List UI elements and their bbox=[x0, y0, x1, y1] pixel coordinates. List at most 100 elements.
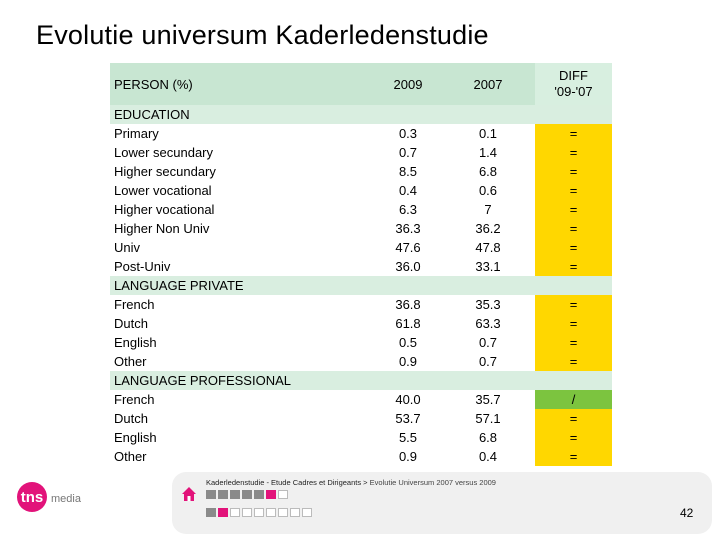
table-row: Higher vocational 6.3 7 = bbox=[110, 200, 612, 219]
home-icon[interactable] bbox=[181, 486, 197, 507]
row-label: Higher Non Univ bbox=[114, 221, 210, 236]
diff-indicator: = bbox=[535, 333, 612, 352]
value-2009: 47.6 bbox=[395, 240, 421, 255]
logo-suffix: media bbox=[51, 493, 82, 505]
header-label: PERSON (%) bbox=[114, 76, 193, 92]
table-row: Lower secundary 0.7 1.4 = bbox=[110, 143, 612, 162]
diff-indicator: = bbox=[535, 124, 612, 143]
header-diff-line2: '09-'07 bbox=[554, 84, 593, 99]
diff-indicator bbox=[535, 371, 612, 390]
nav-square[interactable] bbox=[206, 490, 216, 499]
value-2009: 36.8 bbox=[395, 297, 421, 312]
diff-indicator: / bbox=[535, 390, 612, 409]
breadcrumb: Kaderledenstudie - Etude Cadres et Dirig… bbox=[206, 478, 496, 487]
nav-square[interactable] bbox=[266, 508, 276, 517]
nav-square[interactable] bbox=[254, 508, 264, 517]
value-2007: 35.3 bbox=[475, 297, 501, 312]
nav-square[interactable] bbox=[206, 508, 216, 517]
table-row: Other 0.9 0.7 = bbox=[110, 352, 612, 371]
nav-square[interactable] bbox=[242, 508, 252, 517]
table-row: Dutch 53.7 57.1 = bbox=[110, 409, 612, 428]
section-row: LANGUAGE PROFESSIONAL bbox=[110, 371, 612, 390]
row-label: Other bbox=[114, 449, 147, 464]
table-body: EDUCATION Primary 0.3 0.1 = Lower secundary 0.… bbox=[110, 105, 612, 466]
nav-square[interactable] bbox=[278, 508, 288, 517]
table-row: Higher secundary 8.5 6.8 = bbox=[110, 162, 612, 181]
nav-square[interactable] bbox=[242, 490, 252, 499]
value-2009: 0.9 bbox=[398, 449, 418, 464]
table-row: Primary 0.3 0.1 = bbox=[110, 124, 612, 143]
value-2007: 6.8 bbox=[478, 430, 498, 445]
table-row: Dutch 61.8 63.3 = bbox=[110, 314, 612, 333]
value-2009: 0.7 bbox=[398, 145, 418, 160]
nav-square[interactable] bbox=[218, 490, 228, 499]
section-row: LANGUAGE PRIVATE bbox=[110, 276, 612, 295]
value-2009: 36.3 bbox=[395, 221, 421, 236]
row-label: English bbox=[114, 430, 157, 445]
header-2007: 2007 bbox=[473, 76, 503, 92]
breadcrumb-separator: > bbox=[361, 478, 370, 487]
value-2007: 0.4 bbox=[478, 449, 498, 464]
table-row: Other 0.9 0.4 = bbox=[110, 447, 612, 466]
diff-indicator: = bbox=[535, 352, 612, 371]
section-row: EDUCATION bbox=[110, 105, 612, 124]
table-row: Univ 47.6 47.8 = bbox=[110, 238, 612, 257]
row-label: Primary bbox=[114, 126, 159, 141]
nav-square[interactable] bbox=[278, 490, 288, 499]
row-label: Univ bbox=[114, 240, 141, 255]
value-2009: 0.3 bbox=[398, 126, 418, 141]
value-2007: 36.2 bbox=[475, 221, 501, 236]
table-row: English 5.5 6.8 = bbox=[110, 428, 612, 447]
diff-indicator: = bbox=[535, 219, 612, 238]
value-2007: 6.8 bbox=[478, 164, 498, 179]
diff-indicator bbox=[535, 105, 612, 124]
value-2007: 63.3 bbox=[475, 316, 501, 331]
diff-indicator: = bbox=[535, 238, 612, 257]
row-label: Higher vocational bbox=[114, 202, 215, 217]
value-2007: 35.7 bbox=[475, 392, 501, 407]
value-2009: 40.0 bbox=[395, 392, 421, 407]
value-2009: 36.0 bbox=[395, 259, 421, 274]
nav-square[interactable] bbox=[290, 508, 300, 517]
value-2009: 61.8 bbox=[395, 316, 421, 331]
value-2009: 0.4 bbox=[398, 183, 418, 198]
header-diff: DIFF '09-'07 bbox=[535, 63, 612, 105]
breadcrumb-main: Kaderledenstudie - Etude Cadres et Dirig… bbox=[206, 478, 362, 487]
data-table: PERSON (%) 2009 2007 DIFF '09-'07 EDUCATI… bbox=[110, 63, 612, 466]
table-row: English 0.5 0.7 = bbox=[110, 333, 612, 352]
nav-square[interactable] bbox=[218, 508, 228, 517]
nav-square[interactable] bbox=[266, 490, 276, 499]
logo-brand: tns bbox=[21, 489, 44, 506]
row-label: Lower secundary bbox=[114, 145, 213, 160]
nav-square[interactable] bbox=[254, 490, 264, 499]
diff-indicator bbox=[535, 276, 612, 295]
nav-square[interactable] bbox=[302, 508, 312, 517]
value-2007: 47.8 bbox=[475, 240, 501, 255]
value-2007: 57.1 bbox=[475, 411, 501, 426]
page-title: Evolutie universum Kaderledenstudie bbox=[36, 20, 489, 50]
value-2009: 0.9 bbox=[398, 354, 418, 369]
row-label: LANGUAGE PROFESSIONAL bbox=[114, 373, 291, 388]
nav-square[interactable] bbox=[230, 490, 240, 499]
row-label: EDUCATION bbox=[114, 107, 190, 122]
breadcrumb-current: Evolutie Universum 2007 versus 2009 bbox=[369, 478, 496, 487]
row-label: Lower vocational bbox=[114, 183, 212, 198]
page-number: 42 bbox=[680, 506, 694, 520]
row-label: Dutch bbox=[114, 316, 148, 331]
diff-indicator: = bbox=[535, 200, 612, 219]
value-2007: 0.6 bbox=[478, 183, 498, 198]
diff-indicator: = bbox=[535, 314, 612, 333]
row-label: LANGUAGE PRIVATE bbox=[114, 278, 244, 293]
table-row: French 40.0 35.7 / bbox=[110, 390, 612, 409]
nav-square[interactable] bbox=[230, 508, 240, 517]
diff-indicator: = bbox=[535, 257, 612, 276]
table-header: PERSON (%) 2009 2007 DIFF '09-'07 bbox=[110, 63, 612, 105]
value-2007: 7 bbox=[484, 202, 492, 217]
row-label: Higher secundary bbox=[114, 164, 216, 179]
row-label: English bbox=[114, 335, 157, 350]
row-label: Other bbox=[114, 354, 147, 369]
row-label: French bbox=[114, 297, 155, 312]
diff-indicator: = bbox=[535, 428, 612, 447]
diff-indicator: = bbox=[535, 181, 612, 200]
value-2007: 1.4 bbox=[478, 145, 498, 160]
